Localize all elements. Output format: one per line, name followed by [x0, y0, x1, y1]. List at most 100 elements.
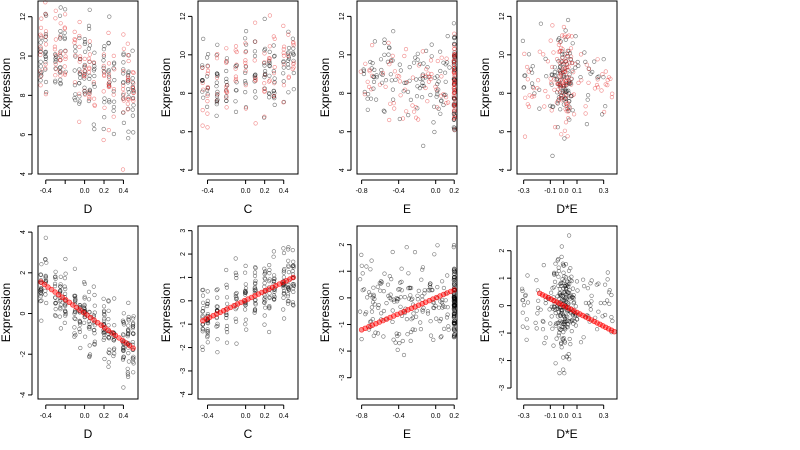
data-point: [565, 290, 570, 295]
data-point: [399, 279, 404, 285]
fit-point: [119, 337, 126, 344]
data-point: [101, 296, 106, 301]
data-point: [252, 288, 257, 293]
data-point: [552, 77, 557, 82]
data-point: [224, 46, 229, 51]
data-point: [383, 78, 389, 83]
data-point: [63, 49, 68, 54]
data-point: [38, 299, 43, 304]
data-point: [252, 49, 257, 54]
data-point: [130, 340, 135, 345]
data-point: [561, 367, 566, 372]
data-point: [388, 101, 393, 106]
x-tick-label: 0.1: [572, 413, 582, 420]
data-point: [578, 52, 584, 57]
data-point: [243, 263, 248, 269]
y-tick-label: 2: [339, 243, 346, 247]
data-point: [563, 28, 568, 33]
data-point: [563, 120, 569, 125]
data-point: [120, 357, 126, 362]
data-point: [267, 304, 272, 309]
data-point: [414, 94, 420, 99]
fit-point: [591, 318, 597, 325]
data-point: [72, 82, 77, 88]
data-point: [554, 271, 559, 276]
data-point: [77, 54, 83, 59]
data-point: [553, 321, 559, 326]
data-point: [564, 64, 569, 69]
data-point: [428, 76, 433, 82]
data-point: [374, 74, 379, 80]
x-tick-label: 0.0: [241, 413, 251, 420]
fit-point: [608, 327, 615, 333]
data-point: [121, 320, 127, 325]
data-point: [521, 303, 527, 308]
data-point: [583, 111, 588, 116]
data-point: [106, 317, 111, 322]
data-point: [224, 95, 229, 100]
data-point: [364, 264, 369, 269]
fit-point: [91, 317, 97, 323]
data-point: [44, 300, 49, 306]
data-point: [125, 80, 131, 85]
data-point: [126, 314, 131, 320]
data-point: [412, 327, 418, 332]
data-point: [86, 70, 91, 75]
data-point: [43, 67, 48, 72]
data-point: [428, 58, 434, 63]
data-point: [452, 334, 457, 340]
data-point: [106, 308, 111, 313]
data-point: [435, 58, 440, 64]
data-point: [402, 80, 407, 85]
data-point: [205, 298, 210, 304]
data-point: [425, 288, 431, 293]
data-point: [557, 291, 562, 296]
data-point: [267, 271, 272, 276]
data-point: [72, 40, 77, 45]
data-point: [560, 47, 565, 52]
data-point: [391, 101, 396, 106]
data-point: [557, 40, 563, 45]
data-point: [82, 36, 87, 42]
data-point: [555, 81, 560, 86]
data-point: [215, 42, 220, 47]
data-point: [452, 81, 457, 86]
data-point: [120, 332, 126, 337]
fit-point: [62, 297, 69, 303]
panel-8: -0.3 -0.1 0.0 0.1 0.3 D*E -3 -2 -1 0 1 2 Expression: [478, 225, 618, 441]
data-point: [561, 290, 566, 295]
data-point: [291, 289, 296, 295]
data-point: [415, 57, 420, 62]
data-point: [431, 300, 437, 305]
data-point: [200, 313, 205, 319]
data-point: [552, 271, 557, 276]
data-point: [526, 52, 532, 57]
data-point: [531, 86, 536, 91]
data-point: [102, 335, 107, 340]
data-point: [556, 87, 561, 92]
data-point: [243, 282, 248, 287]
data-point: [403, 80, 409, 85]
data-point: [125, 372, 130, 377]
data-point: [43, 29, 49, 34]
data-point: [363, 61, 368, 66]
data-point: [58, 288, 63, 293]
data-point: [87, 73, 92, 78]
y-tick-label: -1: [499, 330, 506, 336]
data-point: [73, 92, 78, 97]
data-point: [599, 112, 605, 117]
data-point: [523, 293, 528, 299]
data-point: [382, 109, 387, 114]
data-point: [565, 314, 570, 320]
data-point: [576, 80, 581, 85]
data-point: [580, 277, 586, 282]
data-point: [380, 80, 385, 85]
data-point: [545, 59, 551, 64]
data-point: [570, 286, 576, 291]
data-point: [82, 39, 88, 45]
data-point: [556, 42, 562, 47]
data-point: [452, 303, 457, 308]
data-point: [87, 94, 92, 100]
data-point: [394, 331, 399, 336]
data-point: [366, 91, 371, 97]
